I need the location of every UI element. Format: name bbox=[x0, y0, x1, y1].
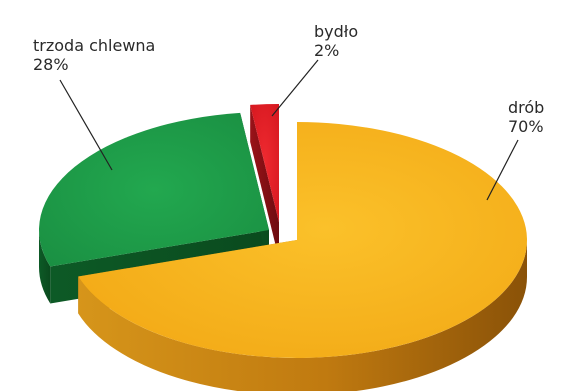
slice-label-text: trzoda chlewna bbox=[33, 36, 156, 55]
pie-slice-0 bbox=[78, 122, 527, 391]
pie-slice-2 bbox=[250, 104, 279, 259]
pie-slice-side bbox=[39, 230, 51, 304]
slice-label-drob: drób 70% bbox=[508, 98, 544, 136]
pie-slice-top bbox=[250, 104, 279, 222]
slice-label-text: drób bbox=[508, 98, 545, 117]
slice-value-label: 28% bbox=[33, 55, 69, 74]
slice-label-text: bydło bbox=[314, 22, 359, 41]
pie-slice-top bbox=[38, 112, 270, 267]
pie-slice-top bbox=[78, 122, 527, 358]
slice-value-label: 70% bbox=[508, 117, 544, 136]
pie-slice-cut-face bbox=[250, 104, 279, 259]
leader-line-trzoda-chlewna bbox=[59, 79, 113, 171]
slice-value-label: 2% bbox=[314, 41, 340, 60]
pie-slice-side bbox=[78, 240, 527, 391]
leader-line-drob bbox=[486, 139, 519, 201]
slice-label-bydlo: bydło 2% bbox=[314, 22, 358, 60]
leader-line-bydlo bbox=[271, 59, 319, 117]
slice-label-trzoda-chlewna: trzoda chlewna 28% bbox=[33, 36, 155, 74]
